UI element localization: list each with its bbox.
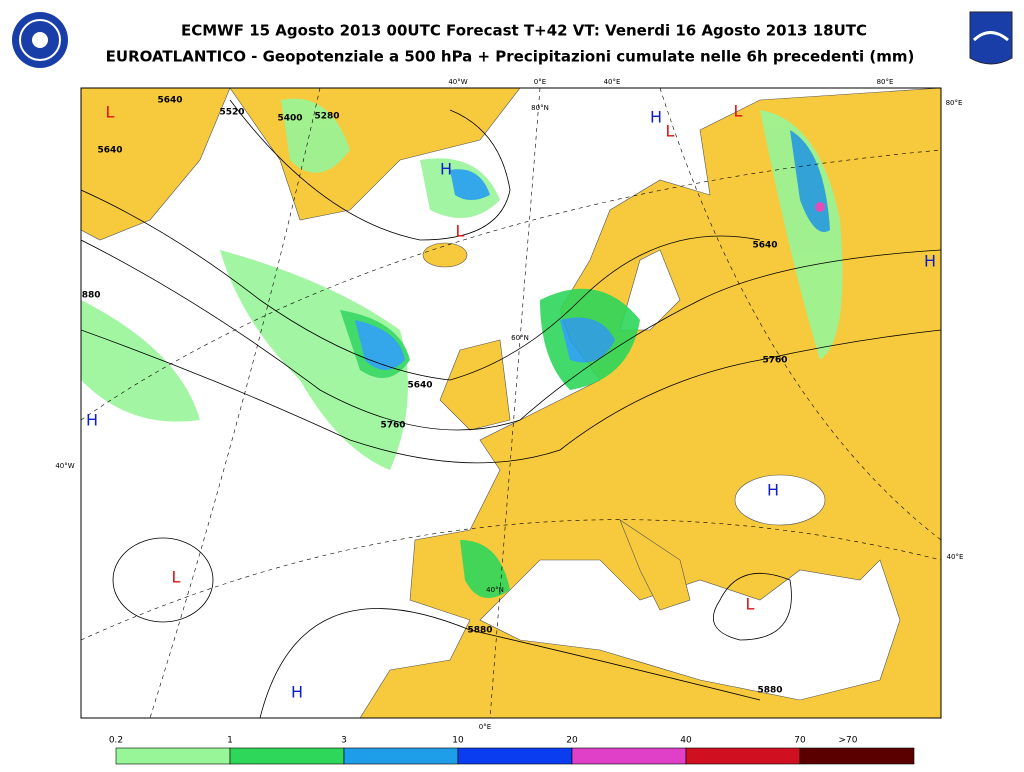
pressure-center: H (291, 683, 303, 702)
logo-right (969, 11, 1013, 65)
legend-label: 40 (680, 736, 692, 746)
legend-swatch (229, 747, 345, 765)
contour-label: 5880 (757, 686, 782, 696)
legend-label: 70 (794, 736, 806, 746)
logo-left (12, 12, 68, 68)
pressure-center: L (666, 122, 675, 141)
pressure-center: H (440, 160, 452, 179)
contour-label: 5640 (407, 381, 432, 391)
graticule-label: 0°E (534, 78, 546, 86)
contour-label: 5400 (277, 114, 302, 124)
legend-swatch (799, 747, 915, 765)
contour-label: 5880 (75, 291, 100, 301)
graticule (81, 88, 941, 718)
legend-swatch (571, 747, 687, 765)
contour-label: 5760 (380, 421, 405, 431)
graticule-label: 80°E (946, 99, 963, 107)
legend-label: 3 (341, 736, 347, 746)
legend-swatch (457, 747, 573, 765)
contour-label: 5520 (219, 108, 244, 118)
legend-swatch (115, 747, 231, 765)
contour-label: 5880 (467, 626, 492, 636)
graticule-label: 80°E (877, 78, 894, 86)
legend-label: >70 (839, 736, 858, 746)
contours (81, 99, 941, 718)
legend-swatch (685, 747, 801, 765)
graticule-label: 40°E (604, 78, 621, 86)
contour-label: 5280 (314, 112, 339, 122)
graticule-label: 40°W (55, 462, 74, 470)
graticule-label: 40°E (947, 553, 964, 561)
map-frame (80, 87, 942, 719)
graticule-label: 80°N (531, 104, 549, 112)
legend-label: 1 (227, 736, 233, 746)
pressure-center: L (106, 103, 115, 122)
pressure-center: L (734, 102, 743, 121)
graticule-label: 40°W (448, 78, 467, 86)
subtitle: EUROATLANTICO - Geopotenziale a 500 hPa … (106, 48, 915, 66)
pressure-center: L (456, 222, 465, 241)
graticule-label: 0°E (479, 723, 491, 731)
graticule-label: 40°N (486, 586, 504, 594)
graticule-label: 60°N (511, 334, 529, 342)
legend-swatch (343, 747, 459, 765)
pressure-center: H (924, 252, 936, 271)
legend-label: 0.2 (109, 736, 123, 746)
pressure-center: H (86, 411, 98, 430)
pressure-center: H (650, 108, 662, 127)
legend-label: 20 (566, 736, 578, 746)
contour-label: 5640 (157, 96, 182, 106)
title: ECMWF 15 Agosto 2013 00UTC Forecast T+42… (181, 22, 867, 40)
contour-label: 5760 (762, 356, 787, 366)
italy (619, 519, 691, 611)
legend: 0.2 1 3 10 20 40 70 >70 (109, 736, 915, 765)
pressure-center: L (172, 568, 181, 587)
pressure-center: H (767, 481, 779, 500)
pressure-center: L (746, 595, 755, 614)
contour-label: 5640 (97, 146, 122, 156)
legend-label: 10 (452, 736, 464, 746)
contour-label: 5640 (752, 241, 777, 251)
seas (479, 249, 901, 701)
